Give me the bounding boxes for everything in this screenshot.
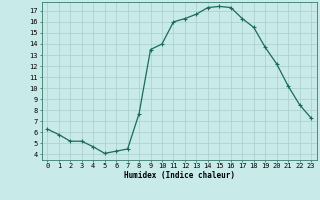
X-axis label: Humidex (Indice chaleur): Humidex (Indice chaleur) (124, 171, 235, 180)
